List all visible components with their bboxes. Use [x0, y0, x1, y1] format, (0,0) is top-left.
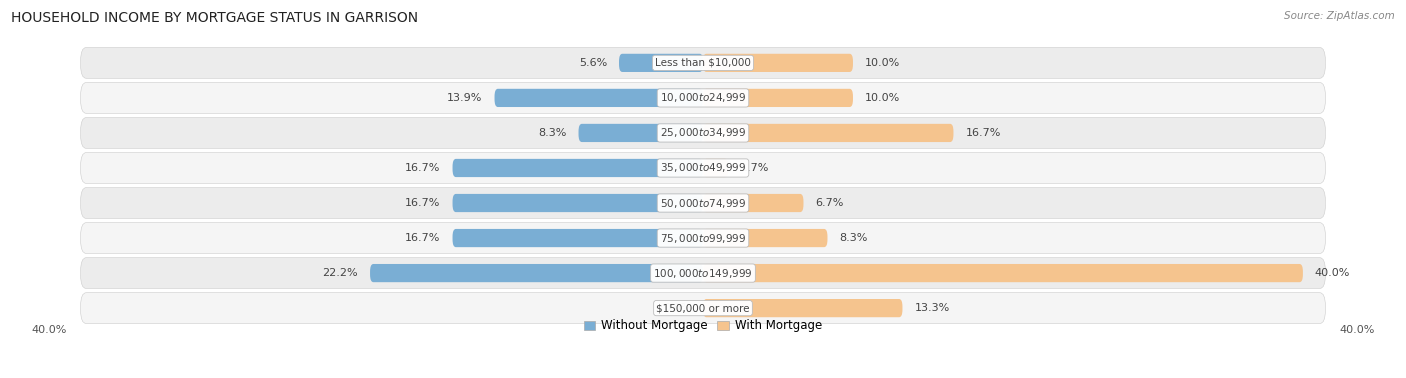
Text: 16.7%: 16.7%: [405, 163, 440, 173]
Text: 13.3%: 13.3%: [914, 303, 949, 313]
Text: 40.0%: 40.0%: [1340, 325, 1375, 335]
FancyBboxPatch shape: [703, 89, 853, 107]
Text: 40.0%: 40.0%: [31, 325, 66, 335]
Text: Source: ZipAtlas.com: Source: ZipAtlas.com: [1284, 11, 1395, 21]
FancyBboxPatch shape: [703, 124, 953, 142]
FancyBboxPatch shape: [453, 229, 703, 247]
FancyBboxPatch shape: [703, 194, 803, 212]
FancyBboxPatch shape: [619, 54, 703, 72]
FancyBboxPatch shape: [80, 223, 1326, 254]
Text: 13.9%: 13.9%: [447, 93, 482, 103]
Text: 0.0%: 0.0%: [662, 303, 690, 313]
Text: HOUSEHOLD INCOME BY MORTGAGE STATUS IN GARRISON: HOUSEHOLD INCOME BY MORTGAGE STATUS IN G…: [11, 11, 419, 25]
FancyBboxPatch shape: [80, 118, 1326, 148]
Text: Less than $10,000: Less than $10,000: [655, 58, 751, 68]
Text: 6.7%: 6.7%: [815, 198, 844, 208]
FancyBboxPatch shape: [703, 229, 828, 247]
Text: $50,000 to $74,999: $50,000 to $74,999: [659, 197, 747, 209]
Legend: Without Mortgage, With Mortgage: Without Mortgage, With Mortgage: [583, 319, 823, 333]
Text: 16.7%: 16.7%: [966, 128, 1001, 138]
Text: 16.7%: 16.7%: [405, 198, 440, 208]
Text: $150,000 or more: $150,000 or more: [657, 303, 749, 313]
FancyBboxPatch shape: [703, 299, 903, 317]
FancyBboxPatch shape: [703, 54, 853, 72]
Text: $25,000 to $34,999: $25,000 to $34,999: [659, 127, 747, 139]
FancyBboxPatch shape: [495, 89, 703, 107]
FancyBboxPatch shape: [453, 159, 703, 177]
Text: $75,000 to $99,999: $75,000 to $99,999: [659, 232, 747, 245]
FancyBboxPatch shape: [80, 187, 1326, 218]
Text: 40.0%: 40.0%: [1315, 268, 1350, 278]
FancyBboxPatch shape: [80, 153, 1326, 183]
Text: $35,000 to $49,999: $35,000 to $49,999: [659, 161, 747, 175]
Text: 5.6%: 5.6%: [579, 58, 607, 68]
Text: 1.7%: 1.7%: [741, 163, 769, 173]
FancyBboxPatch shape: [703, 264, 1303, 282]
FancyBboxPatch shape: [578, 124, 703, 142]
Text: 8.3%: 8.3%: [839, 233, 868, 243]
FancyBboxPatch shape: [703, 159, 728, 177]
Text: 10.0%: 10.0%: [865, 93, 900, 103]
FancyBboxPatch shape: [80, 82, 1326, 113]
Text: 16.7%: 16.7%: [405, 233, 440, 243]
Text: 10.0%: 10.0%: [865, 58, 900, 68]
FancyBboxPatch shape: [453, 194, 703, 212]
Text: $10,000 to $24,999: $10,000 to $24,999: [659, 91, 747, 104]
FancyBboxPatch shape: [370, 264, 703, 282]
Text: 8.3%: 8.3%: [538, 128, 567, 138]
FancyBboxPatch shape: [80, 293, 1326, 324]
Text: 22.2%: 22.2%: [322, 268, 359, 278]
FancyBboxPatch shape: [80, 48, 1326, 78]
FancyBboxPatch shape: [80, 258, 1326, 288]
Text: $100,000 to $149,999: $100,000 to $149,999: [654, 266, 752, 280]
